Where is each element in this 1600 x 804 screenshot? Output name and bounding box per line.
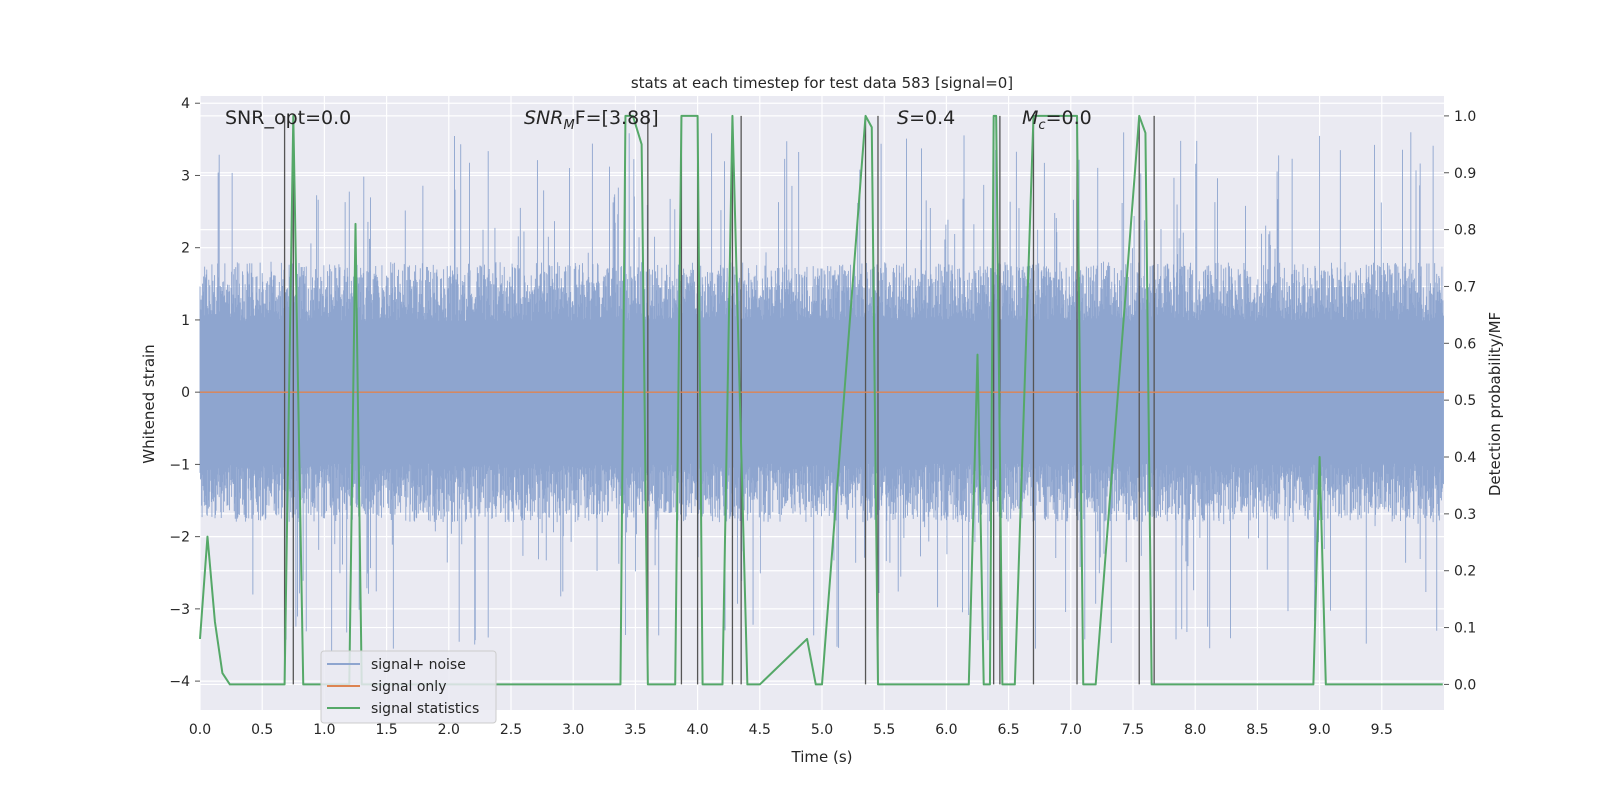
x-tick-label: 0.5 [251,722,273,738]
x-tick-label: 8.5 [1246,722,1268,738]
x-tick-label: 3.5 [624,722,646,738]
x-axis-label: Time (s) [791,748,853,766]
x-tick-label: 5.0 [811,722,833,738]
x-tick-label: 7.0 [1060,722,1082,738]
chart-title: stats at each timestep for test data 583… [631,74,1013,92]
legend-label-signal-only: signal only [371,679,446,695]
y-tick-label-right: 0.8 [1454,223,1476,239]
annotation-mc: Mc=0.0 [1022,107,1092,133]
x-tick-label: 4.5 [749,722,771,738]
signal-statistics-line [199,114,1443,686]
x-tick-label: 6.0 [935,722,957,738]
annotation-snr-mf: SNRMF=[3.88] [524,107,659,133]
y-tick-label-right: 0.1 [1454,621,1476,637]
vertical-markers [283,115,1155,685]
x-tick-label: 2.0 [438,722,460,738]
x-tick-label: 7.5 [1122,722,1144,738]
annotation-s-main: S [897,107,909,129]
x-tick-label: 8.0 [1184,722,1206,738]
y-tick-label-right: 0.5 [1454,393,1476,409]
y-tick-label-right: 0.0 [1454,677,1476,693]
legend: signal+ noise signal only signal statist… [320,650,497,724]
y-tick-label-right: 1.0 [1454,109,1476,125]
x-tick-label: 1.5 [375,722,397,738]
annotation-mc-sub: c [1038,118,1045,133]
legend-label-signal-statistics: signal statistics [371,701,479,717]
legend-label-signal-noise: signal+ noise [371,657,466,673]
y-tick-label-right: 0.9 [1454,166,1476,182]
annotation-snr-opt: SNR_opt=0.0 [225,107,351,129]
tick-labels: 0.0 0.5 1.0 1.5 2.0 2.5 3.0 3.5 4.0 4.5 5.0 5.5 6.0 6… [169,96,1476,738]
annotation-s-rest: =0.4 [909,107,955,129]
annotation-s: S=0.4 [897,107,955,129]
annotation-mc-main: M [1022,107,1038,129]
x-tick-label: 5.5 [873,722,895,738]
x-tick-label: 6.5 [997,722,1019,738]
y-tick-label-right: 0.7 [1454,279,1476,295]
y-tick-label-left: −1 [169,457,190,473]
y-tick-label-left: −3 [169,602,190,618]
y-tick-label-right: 0.6 [1454,336,1476,352]
y-axis-label-left: Whitened strain [140,344,158,463]
y-tick-label-left: 0 [181,385,190,401]
y-tick-label-left: 3 [181,168,190,184]
y-tick-label-right: 0.3 [1454,507,1476,523]
annotation-snr-mf-main: SNR [524,107,563,129]
y-tick-label-left: 1 [181,313,190,329]
x-tick-label: 0.0 [189,722,211,738]
x-tick-label: 9.5 [1371,722,1393,738]
annotation-snr-mf-rest: F=[3.88] [575,107,659,129]
y-tick-label-left: −4 [169,674,190,690]
annotation-snr-mf-sub: M [563,118,574,133]
y-axis-label-right: Detection probability/MF [1486,312,1504,496]
y-tick-label-left: 2 [181,241,190,257]
x-tick-label: 3.0 [562,722,584,738]
y-tick-label-left: 4 [181,96,190,112]
y-tick-label-right: 0.2 [1454,564,1476,580]
x-tick-label: 1.0 [313,722,335,738]
x-tick-label: 2.5 [500,722,522,738]
y-tick-label-left: −2 [169,530,190,546]
legend-box [320,650,497,724]
signal-statistics-series [199,114,1443,686]
y-tick-label-right: 0.4 [1454,450,1476,466]
x-tick-label: 9.0 [1308,722,1330,738]
annotation-mc-rest: =0.0 [1046,107,1092,129]
x-tick-label: 4.0 [686,722,708,738]
